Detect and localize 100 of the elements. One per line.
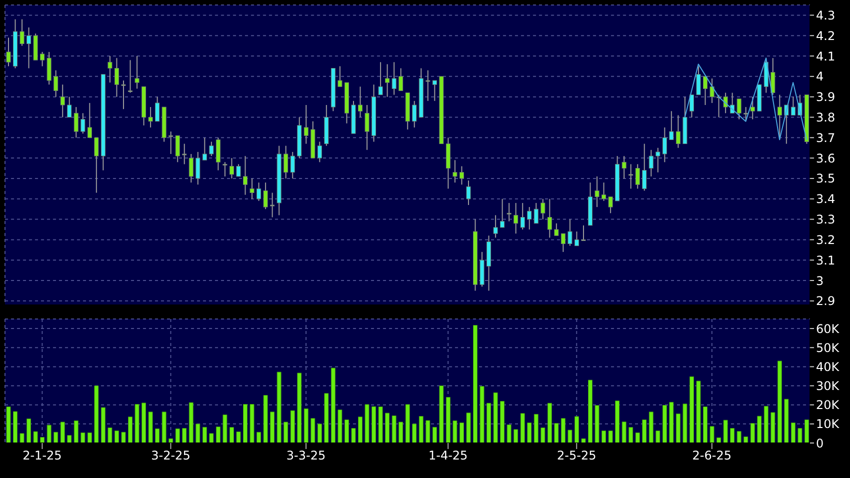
candlestick xyxy=(304,104,308,144)
candlestick xyxy=(656,147,660,173)
candlestick xyxy=(547,198,552,238)
bar xyxy=(351,428,356,443)
bar xyxy=(648,412,654,443)
candlestick xyxy=(196,151,200,186)
bar xyxy=(602,430,606,443)
candlestick xyxy=(392,62,396,96)
y-tick-label: 20K xyxy=(816,398,840,412)
y-tick-label: 3.6 xyxy=(816,151,836,166)
candlestick xyxy=(710,78,714,104)
bar xyxy=(148,412,153,443)
bar xyxy=(236,431,241,443)
candlestick xyxy=(520,202,525,230)
candlestick xyxy=(568,218,572,246)
bar xyxy=(418,416,424,443)
candlestick xyxy=(263,182,268,210)
candlestick xyxy=(87,102,92,138)
candlestick xyxy=(229,158,234,179)
bar xyxy=(364,404,370,443)
candlestick xyxy=(500,198,505,228)
candlestick xyxy=(689,94,694,118)
bar xyxy=(798,428,802,443)
bar xyxy=(385,412,390,443)
bar xyxy=(784,398,789,443)
y-tick-label: 30K xyxy=(816,379,840,394)
bar xyxy=(500,400,505,443)
y-tick-label: 4.1 xyxy=(816,49,836,64)
candlestick xyxy=(94,137,99,194)
candlestick xyxy=(60,84,65,118)
candlestick xyxy=(723,92,728,114)
bar xyxy=(372,406,376,443)
bar xyxy=(520,413,525,443)
y-tick-label: 3.2 xyxy=(816,232,836,247)
bar xyxy=(790,422,796,443)
bar xyxy=(276,372,282,443)
candlestick xyxy=(676,114,680,148)
bar xyxy=(263,395,268,443)
bar xyxy=(304,408,308,443)
bar xyxy=(392,415,396,443)
bar xyxy=(155,428,160,443)
candlestick xyxy=(594,176,600,208)
bar xyxy=(615,400,620,443)
bar xyxy=(439,386,444,443)
candlestick xyxy=(270,192,275,218)
bar xyxy=(662,404,667,443)
candlestick xyxy=(108,56,112,84)
bar xyxy=(67,435,72,443)
bar xyxy=(324,393,329,443)
bar xyxy=(338,410,342,443)
bar xyxy=(730,428,735,443)
x-tick-label: 1-4-25 xyxy=(428,448,468,463)
candlestick xyxy=(412,100,417,128)
candlestick xyxy=(338,66,342,88)
candlestick xyxy=(236,164,241,177)
candlestick xyxy=(696,66,701,96)
candlestick xyxy=(398,68,404,92)
bar xyxy=(514,429,518,443)
candlestick xyxy=(560,233,566,252)
bar xyxy=(466,412,471,443)
bar xyxy=(108,427,112,443)
bar xyxy=(473,325,478,443)
bar xyxy=(744,436,748,443)
candlestick xyxy=(466,180,471,206)
candlestick xyxy=(358,86,363,118)
bar xyxy=(290,410,295,443)
bar xyxy=(398,422,404,443)
candlestick xyxy=(750,96,755,120)
candlestick xyxy=(121,80,126,110)
bar xyxy=(182,428,187,443)
candlestick xyxy=(514,202,518,234)
bar xyxy=(588,380,593,443)
bar xyxy=(642,419,647,443)
bar xyxy=(547,402,552,443)
bar xyxy=(216,426,220,443)
bar xyxy=(60,422,65,443)
candlestick xyxy=(20,18,24,46)
bar xyxy=(209,433,214,443)
bar xyxy=(310,418,316,443)
candlestick xyxy=(385,64,390,98)
candlestick xyxy=(378,62,383,96)
bar xyxy=(574,416,579,443)
candlestick xyxy=(168,131,174,154)
bar xyxy=(344,419,349,443)
bar xyxy=(162,412,166,443)
candlestick xyxy=(662,126,667,163)
bar xyxy=(256,432,262,443)
candlestick xyxy=(574,231,579,246)
bar xyxy=(676,414,680,443)
candlestick xyxy=(46,51,52,86)
candlestick xyxy=(202,137,207,161)
candlestick xyxy=(527,206,532,230)
candlestick xyxy=(540,198,546,220)
bar xyxy=(80,432,86,443)
bar xyxy=(506,424,512,443)
candlestick xyxy=(602,182,606,202)
bar xyxy=(594,405,600,443)
candlestick xyxy=(6,37,11,67)
bar xyxy=(142,402,146,443)
bar xyxy=(480,386,484,443)
